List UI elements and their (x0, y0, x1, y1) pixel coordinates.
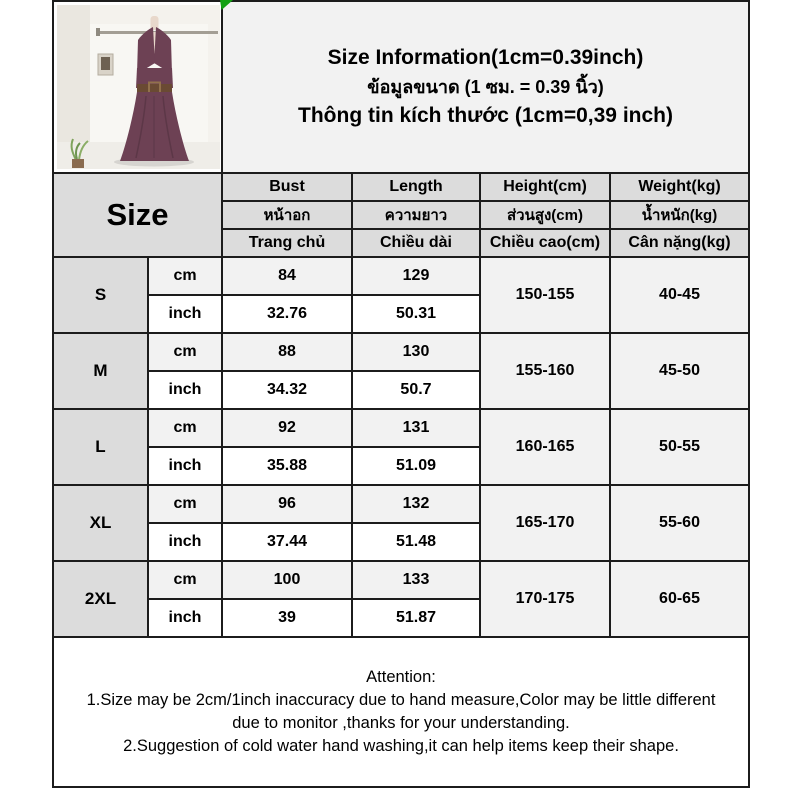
left-wall (57, 5, 90, 169)
weight-range-value: 60-65 (608, 560, 751, 638)
attention-line: 1.Size may be 2cm/1inch inaccuracy due t… (86, 690, 716, 709)
title-cell: Size Information(1cm=0.39inch) ข้อมูลขนา… (220, 0, 751, 174)
length-inch-value: 51.09 (351, 446, 481, 486)
length-cm-value: 133 (351, 560, 481, 600)
col-header-height-vi: Chiều cao(cm) (479, 228, 611, 258)
length-cm-value: 129 (351, 256, 481, 296)
cell-corner-flag-icon (220, 0, 233, 10)
col-header-weight-th: น้ำหนัก(kg) (608, 200, 751, 230)
col-header-length-vi: Chiều dài (351, 228, 481, 258)
bust-cm-value: 100 (221, 560, 353, 600)
size-label: L (52, 408, 149, 486)
size-label: S (52, 256, 149, 334)
col-header-height-th: ส่วนสูง(cm) (479, 200, 611, 230)
size-table: Size Information(1cm=0.39inch) ข้อมูลขนา… (51, 0, 751, 788)
length-cm-value: 132 (351, 484, 481, 524)
bust-cm-value: 84 (221, 256, 353, 296)
weight-range-value: 40-45 (608, 256, 751, 334)
bust-inch-value: 32.76 (221, 294, 353, 334)
unit-cm-label: cm (147, 560, 223, 600)
unit-inch-label: inch (147, 598, 223, 638)
weight-range-value: 55-60 (608, 484, 751, 562)
weight-range-value: 50-55 (608, 408, 751, 486)
mannequin-neck (150, 16, 159, 30)
title-vietnamese: Thông tin kích thước (1cm=0,39 inch) (298, 103, 673, 127)
col-header-length-en: Length (351, 172, 481, 202)
size-header: Size (52, 172, 223, 258)
length-inch-value: 51.87 (351, 598, 481, 638)
bust-inch-value: 37.44 (221, 522, 353, 562)
length-inch-value: 51.48 (351, 522, 481, 562)
size-label: 2XL (52, 560, 149, 638)
length-inch-value: 50.7 (351, 370, 481, 410)
size-chart-sheet: Size Information(1cm=0.39inch) ข้อมูลขนา… (51, 0, 751, 788)
bust-inch-value: 34.32 (221, 370, 353, 410)
attention-line: 2.Suggestion of cold water hand washing,… (123, 737, 679, 756)
bust-cm-value: 96 (221, 484, 353, 524)
height-range-value: 155-160 (479, 332, 611, 410)
col-header-height-en: Height(cm) (479, 172, 611, 202)
dress-bodice-right (154, 27, 172, 74)
attention-heading: Attention: (366, 667, 436, 686)
col-header-weight-vi: Cân nặng(kg) (608, 228, 751, 258)
col-header-bust-vi: Trang chủ (221, 228, 353, 258)
unit-inch-label: inch (147, 522, 223, 562)
col-header-weight-en: Weight(kg) (608, 172, 751, 202)
title-english: Size Information(1cm=0.39inch) (327, 46, 644, 70)
col-header-bust-th: หน้าอก (221, 200, 353, 230)
height-range-value: 170-175 (479, 560, 611, 638)
title-thai: ข้อมูลขนาด (1 ซม. = 0.39 นิ้ว) (367, 76, 604, 97)
length-inch-value: 50.31 (351, 294, 481, 334)
unit-inch-label: inch (147, 370, 223, 410)
dress-photo-illustration (55, 3, 220, 171)
unit-cm-label: cm (147, 408, 223, 448)
length-cm-value: 131 (351, 408, 481, 448)
unit-cm-label: cm (147, 256, 223, 296)
size-label: M (52, 332, 149, 410)
plant-pot (72, 159, 84, 168)
bust-inch-value: 39 (221, 598, 353, 638)
belt (137, 84, 172, 92)
bust-cm-value: 88 (221, 332, 353, 372)
attention-line: due to monitor ,thanks for your understa… (232, 714, 570, 732)
col-header-bust-en: Bust (221, 172, 353, 202)
dress-bodice-left (137, 27, 155, 74)
length-cm-value: 130 (351, 332, 481, 372)
size-label: XL (52, 484, 149, 562)
bust-inch-value: 35.88 (221, 446, 353, 486)
col-header-length-th: ความยาว (351, 200, 481, 230)
attention-cell: Attention: 1.Size may be 2cm/1inch inacc… (51, 636, 751, 788)
height-range-value: 160-165 (479, 408, 611, 486)
unit-cm-label: cm (147, 484, 223, 524)
unit-cm-label: cm (147, 332, 223, 372)
height-range-value: 165-170 (479, 484, 611, 562)
plant-icon (70, 138, 89, 168)
product-photo-cell (52, 0, 223, 174)
bust-cm-value: 92 (221, 408, 353, 448)
unit-inch-label: inch (147, 446, 223, 486)
unit-inch-label: inch (147, 294, 223, 334)
weight-range-value: 45-50 (608, 332, 751, 410)
attention-lines: 1.Size may be 2cm/1inch inaccuracy due t… (55, 689, 747, 758)
height-range-value: 150-155 (479, 256, 611, 334)
